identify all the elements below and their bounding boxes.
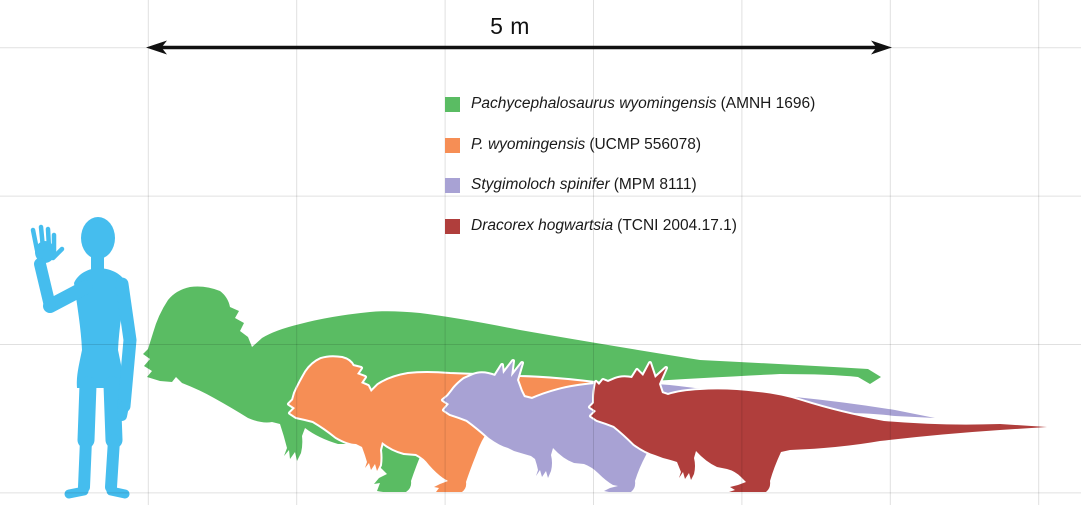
human-head: [81, 217, 115, 259]
human-torso: [74, 268, 126, 388]
dracorex-tcni-silhouette: [588, 361, 1049, 494]
legend-color-chip: [445, 137, 460, 153]
legend-species-name: Pachycephalosaurus wyomingensis: [471, 95, 717, 112]
legend-label: Pachycephalosaurus wyomingensis (AMNH 169…: [471, 95, 815, 113]
legend-label: Stygimoloch spinifer (MPM 8111): [471, 176, 697, 194]
legend-species-name: P. wyomingensis: [471, 136, 586, 153]
scale-arrow: [146, 40, 892, 55]
arrowhead-right: [871, 40, 892, 55]
arrowhead-left: [146, 40, 167, 55]
legend-species-name: Dracorex hogwartsia: [471, 217, 614, 234]
legend-item: Dracorex hogwartsia (TCNI 2004.17.1): [445, 217, 737, 235]
legend-color-chip: [445, 96, 460, 112]
legend-species-name: Stygimoloch spinifer: [471, 176, 610, 193]
legend-specimen-id: (AMNH 1696): [720, 95, 816, 112]
legend-color-chip: [445, 218, 460, 234]
legend-item: Stygimoloch spinifer (MPM 8111): [445, 176, 697, 194]
human-limbs: [30, 224, 137, 499]
legend-specimen-id: (UCMP 556078): [589, 136, 702, 153]
human-silhouette: [30, 217, 137, 499]
legend-label: Dracorex hogwartsia (TCNI 2004.17.1): [471, 217, 737, 235]
legend-specimen-id: (TCNI 2004.17.1): [617, 217, 737, 234]
legend-item: P. wyomingensis (UCMP 556078): [445, 136, 701, 154]
silhouettes: [30, 217, 1049, 499]
legend-color-chip: [445, 177, 460, 193]
scale-bar-label: 5 m: [490, 13, 530, 39]
legend-specimen-id: (MPM 8111): [613, 176, 697, 193]
legend-item: Pachycephalosaurus wyomingensis (AMNH 169…: [445, 95, 815, 113]
legend-label: P. wyomingensis (UCMP 556078): [471, 136, 701, 154]
